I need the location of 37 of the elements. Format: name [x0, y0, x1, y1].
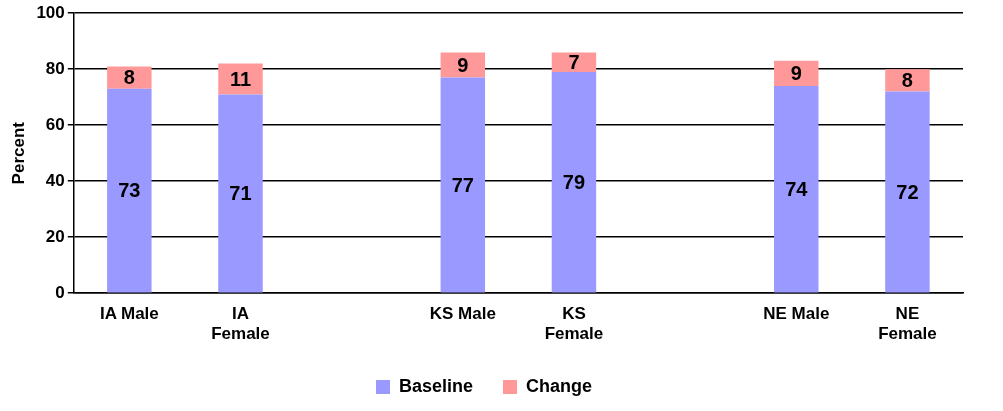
- y-tick-label: 80: [45, 58, 65, 78]
- bar: [440, 52, 486, 78]
- bar: [218, 94, 263, 293]
- bar: [551, 52, 597, 72]
- x-tick-label: IA Male: [99, 304, 159, 324]
- data-label: 79: [562, 170, 586, 193]
- data-label: 74: [785, 177, 809, 200]
- y-tick-label: 100: [36, 2, 65, 22]
- data-label: 72: [896, 180, 919, 203]
- data-label: 9: [790, 61, 802, 84]
- bar: [440, 77, 486, 293]
- data-label: 8: [123, 66, 135, 89]
- data-label: 9: [457, 53, 469, 76]
- legend-label: Change: [526, 375, 593, 396]
- data-label: 71: [229, 181, 252, 204]
- bar: [107, 66, 152, 89]
- data-label: 11: [229, 67, 252, 90]
- x-tick-label: KS Female: [544, 304, 604, 344]
- data-label: 77: [451, 173, 474, 196]
- y-tick-label: 0: [55, 282, 65, 302]
- bar: [885, 91, 930, 293]
- x-tick-label: KS Male: [429, 304, 496, 324]
- x-tick-label: IA Female: [211, 304, 270, 344]
- y-axis-title: Percent: [8, 121, 28, 185]
- x-tick-label: NE Male: [763, 304, 830, 324]
- data-label: 7: [568, 50, 580, 73]
- y-tick-label: 60: [45, 114, 65, 134]
- y-tick-label: 20: [45, 226, 65, 246]
- bar: [885, 69, 930, 92]
- legend-label: Baseline: [398, 375, 474, 396]
- y-tick-label: 40: [45, 170, 65, 190]
- bar: [551, 72, 597, 293]
- data-label: 73: [118, 179, 141, 202]
- x-tick-label: NE Female: [878, 304, 937, 344]
- bar: [107, 88, 152, 293]
- data-label: 8: [901, 68, 913, 91]
- bar: [774, 86, 819, 293]
